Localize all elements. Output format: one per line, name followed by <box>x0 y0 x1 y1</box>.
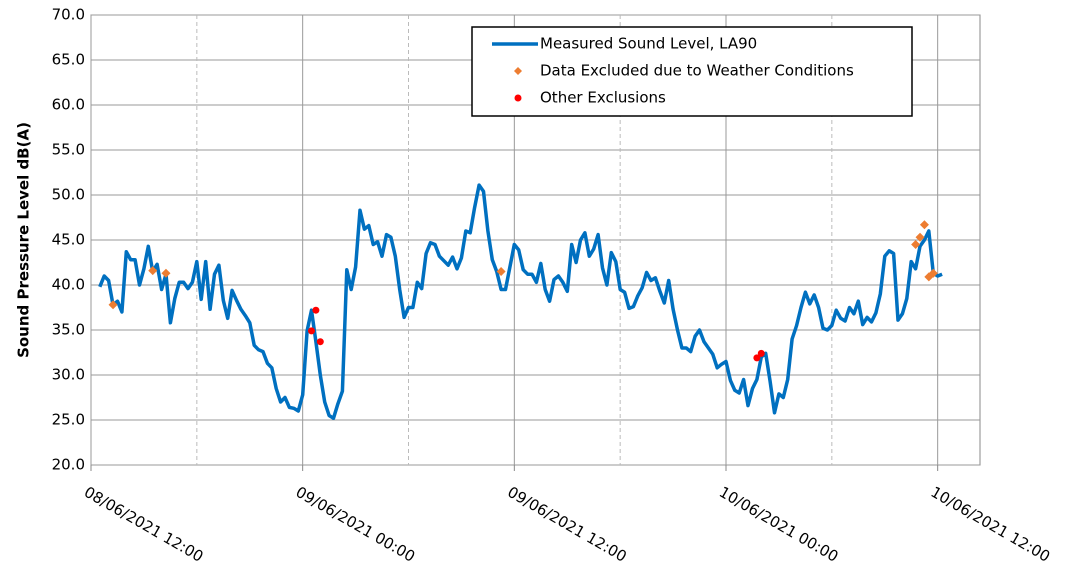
legend: Measured Sound Level, LA90 Data Excluded … <box>471 26 913 117</box>
legend-label: Measured Sound Level, LA90 <box>540 35 757 53</box>
exclusion-marker <box>757 349 765 357</box>
y-tick-label: 65.0 <box>52 51 85 69</box>
exclusion-marker <box>753 354 761 362</box>
x-tick-label: 10/06/2021 00:00 <box>716 483 841 566</box>
exclusion-marker <box>307 327 315 335</box>
y-tick-label: 70.0 <box>52 6 85 24</box>
legend-label: Data Excluded due to Weather Conditions <box>540 62 854 80</box>
legend-swatch <box>514 94 522 102</box>
weather-marker <box>915 232 925 242</box>
x-tick-label: 08/06/2021 12:00 <box>81 483 206 566</box>
y-tick-label: 60.0 <box>52 96 85 114</box>
weather-marker <box>108 300 118 310</box>
weather-marker <box>928 268 938 278</box>
weather-marker <box>148 266 158 276</box>
y-tick-label: 30.0 <box>52 366 85 384</box>
exclusion-marker <box>312 306 320 314</box>
legend-swatch <box>514 67 522 75</box>
x-tick-label: 09/06/2021 12:00 <box>504 483 629 566</box>
y-tick-label: 25.0 <box>52 411 85 429</box>
y-tick-label: 55.0 <box>52 141 85 159</box>
weather-marker <box>161 268 171 278</box>
legend-label: Other Exclusions <box>540 89 666 107</box>
weather-marker <box>496 267 506 276</box>
y-tick-label: 40.0 <box>52 276 85 294</box>
y-tick-label: 50.0 <box>52 186 85 204</box>
x-tick-label: 10/06/2021 12:00 <box>928 483 1053 566</box>
y-tick-label: 20.0 <box>52 456 85 474</box>
y-tick-label: 35.0 <box>52 321 85 339</box>
exclusion-marker <box>316 338 324 346</box>
legend-box <box>471 26 913 117</box>
weather-marker <box>919 220 929 230</box>
x-tick-label: 09/06/2021 00:00 <box>293 483 418 566</box>
weather-marker <box>911 240 921 249</box>
data-line <box>98 183 943 420</box>
y-axis-label: Sound Pressure Level dB(A) <box>15 122 33 358</box>
y-tick-label: 45.0 <box>52 231 85 249</box>
